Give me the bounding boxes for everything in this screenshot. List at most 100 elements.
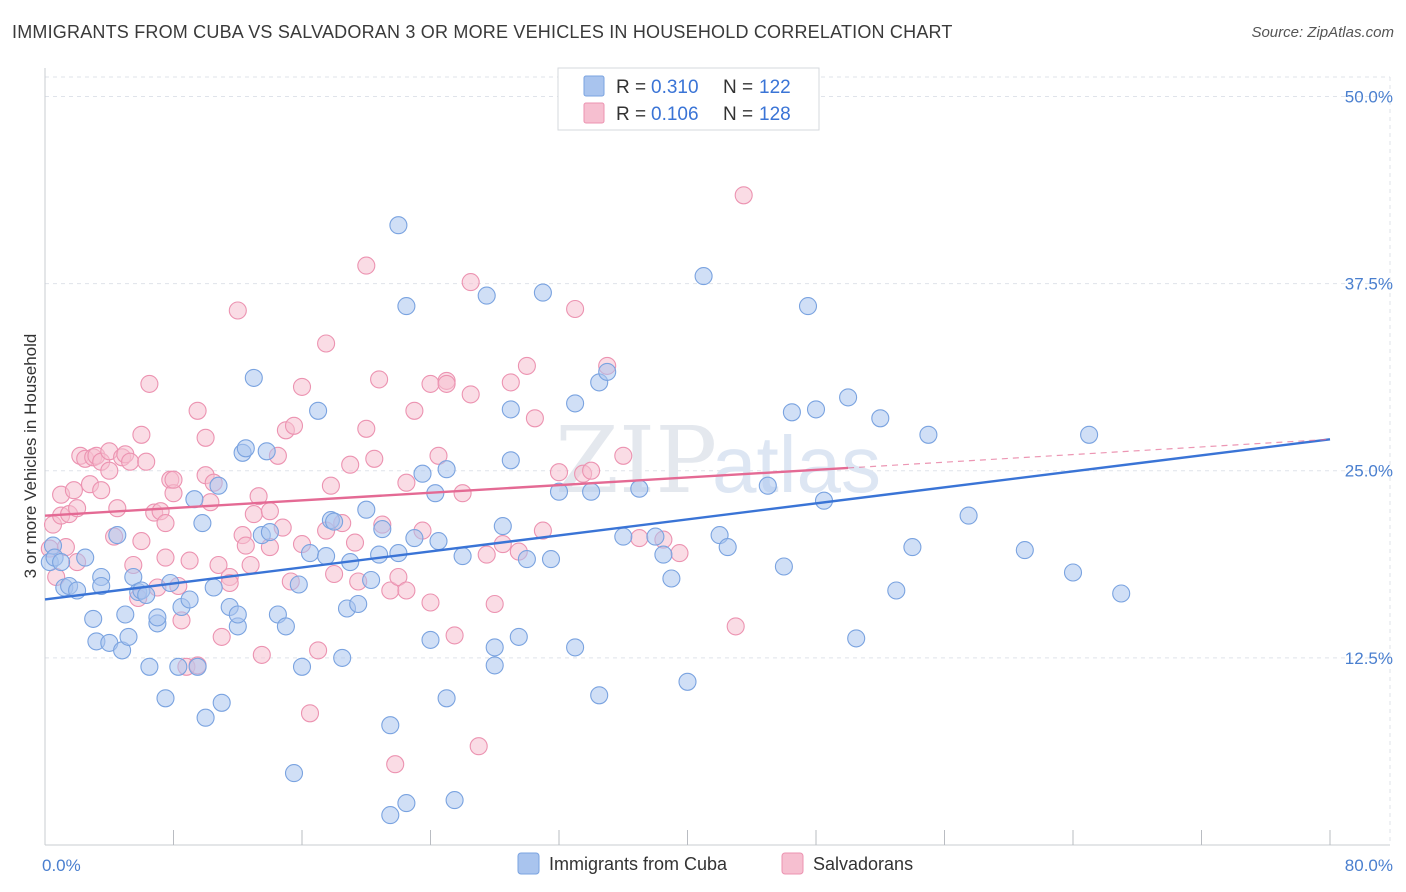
cuba-point-76 [445, 791, 464, 810]
cuba-point-65 [389, 544, 408, 563]
salvadoran-point-27 [132, 425, 151, 444]
cuba-point-61 [370, 545, 389, 564]
cuba-point-21 [140, 657, 159, 676]
legend-n-label-salvadorans: N = [723, 104, 753, 125]
salvadoran-point-7 [64, 481, 83, 500]
salvadoran-point-72 [321, 476, 340, 495]
cuba-point-24 [156, 689, 175, 708]
legend-r-label-salvadorans: R = [616, 104, 646, 125]
cuba-point-71 [421, 630, 440, 649]
watermark-zip: ZIP [555, 407, 717, 514]
cuba-point-32 [196, 708, 215, 727]
salvadoran-point-84 [386, 755, 405, 774]
salvadoran-point-105 [517, 356, 536, 375]
cuba-point-98 [654, 545, 673, 564]
legend-swatch-salvadorans [583, 102, 605, 124]
cuba-point-59 [357, 500, 376, 519]
cuba-point-52 [317, 547, 336, 566]
cuba-point-89 [566, 394, 585, 413]
cuba-point-81 [493, 517, 512, 536]
salvadoran-point-109 [566, 299, 585, 319]
salvadoran-point-97 [461, 273, 480, 292]
cuba-point-114 [903, 538, 922, 557]
legend-r-value-salvadorans: 0.106 [651, 104, 699, 125]
cuba-point-84 [509, 627, 528, 646]
bottom-legend-label-salvadorans[interactable]: Salvadorans [813, 854, 913, 874]
series-legend: Immigrants from Cuba Salvadorans [517, 852, 913, 875]
cuba-point-33 [204, 578, 223, 597]
cuba-point-41 [244, 368, 263, 387]
legend-n-label-cuba: N = [723, 77, 753, 98]
cuba-point-105 [774, 557, 793, 576]
cuba-point-119 [1080, 425, 1099, 444]
cuba-point-8 [84, 609, 103, 628]
grid-layer [45, 76, 1391, 845]
salvadoran-point-85 [389, 567, 408, 587]
cuba-point-43 [257, 442, 276, 461]
salvadoran-point-48 [209, 555, 228, 575]
salvadoran-point-91 [421, 374, 440, 393]
cuba-point-113 [887, 581, 906, 600]
cuba-point-11 [92, 576, 111, 596]
cuba-point-108 [806, 400, 826, 419]
cuba-point-44 [260, 523, 279, 542]
cuba-point-88 [549, 482, 569, 501]
y-axis-title: 3 or more Vehicles in Household [21, 334, 40, 579]
salvadoran-point-65 [284, 416, 304, 435]
salvadoran-point-81 [370, 370, 389, 389]
salvadoran-point-70 [317, 334, 336, 353]
salvadoran-point-101 [485, 594, 504, 614]
salvadoran-point-46 [201, 493, 220, 512]
salvadoran-point-54 [236, 536, 255, 555]
salvadoran-point-118 [734, 186, 753, 205]
watermark-atlas: atlas [712, 420, 881, 509]
legend-n-value-salvadorans: 128 [759, 104, 791, 125]
y-tick-label-2: 37.5% [1345, 275, 1393, 294]
cuba-point-86 [533, 283, 552, 302]
cuba-point-38 [228, 605, 247, 624]
cuba-point-101 [694, 267, 713, 286]
cuba-point-30 [188, 657, 207, 676]
salvadoran-point-67 [292, 377, 312, 396]
salvadoran-point-87 [397, 581, 416, 600]
salvadoran-point-106 [525, 409, 544, 428]
salvadoran-point-57 [249, 487, 268, 506]
bottom-legend-label-cuba[interactable]: Immigrants from Cuba [549, 854, 728, 874]
cuba-point-104 [758, 476, 777, 495]
cuba-point-117 [1015, 541, 1034, 560]
correlation-legend: R = 0.310 N = 122 R = 0.106 N = 128 [557, 67, 820, 131]
salvadoran-point-34 [156, 514, 175, 533]
cuba-point-62 [373, 520, 392, 539]
salvadoran-point-96 [453, 484, 472, 503]
salvadoran-trend-line-extension [848, 438, 1331, 469]
salvadoran-point-76 [345, 533, 365, 552]
cuba-point-120 [1112, 584, 1131, 603]
cuba-point-47 [284, 764, 304, 783]
cuba-point-91 [582, 482, 601, 501]
cuba-point-66 [397, 794, 416, 813]
salvadoran-point-90 [421, 593, 440, 612]
cuba-point-78 [477, 286, 496, 305]
cuba-point-16 [119, 627, 138, 646]
salvadoran-point-23 [121, 452, 140, 471]
salvadoran-point-58 [252, 645, 271, 664]
cuba-point-74 [437, 460, 456, 479]
cuba-point-112 [871, 409, 890, 428]
salvadoran-trend-line [44, 466, 849, 517]
bottom-legend-swatch-salvadorans[interactable] [781, 852, 804, 875]
salvadoran-point-68 [300, 704, 320, 723]
cuba-point-115 [919, 425, 938, 444]
cuba-point-118 [1063, 563, 1083, 582]
salvadoran-point-79 [357, 256, 376, 275]
y-tick-label-0: 12.5% [1345, 649, 1393, 668]
cuba-point-106 [782, 403, 801, 422]
chart-title: IMMIGRANTS FROM CUBA VS SALVADORAN 3 OR … [12, 22, 953, 42]
salvadoran-point-28 [137, 452, 156, 471]
salvadoran-point-26 [132, 532, 151, 551]
cuba-point-48 [289, 575, 308, 594]
salvadoran-point-111 [582, 461, 601, 480]
trend-layer [44, 438, 1331, 601]
legend-n-value-cuba: 122 [759, 77, 791, 98]
bottom-legend-swatch-cuba[interactable] [517, 852, 540, 875]
